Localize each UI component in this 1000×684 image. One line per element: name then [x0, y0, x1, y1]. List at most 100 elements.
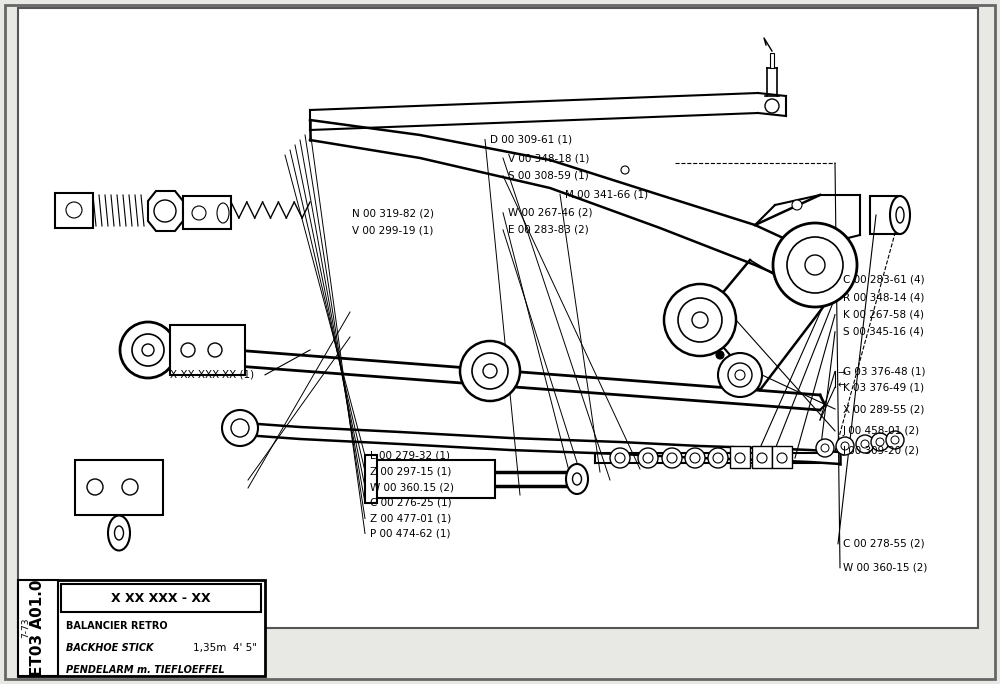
- Text: Z 00 297-15 (1): Z 00 297-15 (1): [370, 466, 451, 476]
- Bar: [18, 580, 265, 676]
- Bar: [183, 196, 231, 229]
- Circle shape: [777, 453, 787, 463]
- Circle shape: [757, 453, 767, 463]
- Text: M 00 341-66 (1): M 00 341-66 (1): [565, 189, 648, 199]
- Circle shape: [667, 453, 677, 463]
- Circle shape: [886, 431, 904, 449]
- Circle shape: [891, 436, 899, 444]
- Circle shape: [792, 200, 802, 210]
- Circle shape: [805, 255, 825, 275]
- Bar: [75, 460, 163, 515]
- Circle shape: [821, 444, 829, 452]
- Text: BALANCIER RETRO: BALANCIER RETRO: [66, 621, 168, 631]
- Text: ←: ←: [838, 380, 846, 390]
- Text: J 00 309-20 (2): J 00 309-20 (2): [843, 447, 920, 456]
- Text: X XX XXX-XX (1): X XX XXX-XX (1): [170, 370, 254, 380]
- Circle shape: [765, 99, 779, 113]
- Text: V 00 299-19 (1): V 00 299-19 (1): [352, 226, 433, 235]
- Bar: [730, 446, 750, 468]
- Circle shape: [735, 370, 745, 380]
- Text: C 00 278-55 (2): C 00 278-55 (2): [843, 539, 925, 549]
- Circle shape: [678, 298, 722, 342]
- Circle shape: [87, 479, 103, 495]
- Text: W 00 267-46 (2): W 00 267-46 (2): [508, 208, 592, 218]
- Text: D 00 309-61 (1): D 00 309-61 (1): [490, 135, 572, 144]
- Circle shape: [192, 206, 206, 220]
- Text: S 00 308-59 (1): S 00 308-59 (1): [508, 171, 589, 181]
- Circle shape: [181, 343, 195, 357]
- Polygon shape: [148, 191, 183, 231]
- Circle shape: [231, 419, 249, 437]
- Bar: [55, 193, 93, 228]
- Circle shape: [615, 453, 625, 463]
- Bar: [870, 196, 900, 234]
- Bar: [752, 446, 772, 468]
- Circle shape: [716, 351, 724, 359]
- Ellipse shape: [217, 203, 229, 223]
- Ellipse shape: [572, 473, 582, 485]
- Bar: [61, 584, 261, 612]
- Circle shape: [718, 353, 762, 397]
- Text: ET03 A01.0: ET03 A01.0: [30, 580, 46, 676]
- Circle shape: [773, 223, 857, 307]
- Bar: [772, 446, 792, 468]
- Text: Z 00 477-01 (1): Z 00 477-01 (1): [370, 514, 451, 523]
- Circle shape: [685, 448, 705, 468]
- Bar: [18, 580, 58, 676]
- Text: X XX XXX - XX: X XX XXX - XX: [111, 592, 211, 605]
- Circle shape: [690, 453, 700, 463]
- Circle shape: [692, 312, 708, 328]
- Text: S 00 345-16 (4): S 00 345-16 (4): [843, 327, 924, 337]
- Circle shape: [841, 442, 849, 450]
- Circle shape: [208, 343, 222, 357]
- Circle shape: [610, 448, 630, 468]
- Ellipse shape: [566, 464, 588, 494]
- Circle shape: [66, 202, 82, 218]
- Text: 1,35m  4' 5": 1,35m 4' 5": [193, 643, 257, 653]
- Circle shape: [638, 448, 658, 468]
- Text: W 00 360-15 (2): W 00 360-15 (2): [843, 563, 927, 573]
- Circle shape: [713, 453, 723, 463]
- Circle shape: [142, 344, 154, 356]
- Ellipse shape: [108, 516, 130, 551]
- Circle shape: [664, 284, 736, 356]
- Bar: [170, 325, 245, 375]
- Circle shape: [472, 353, 508, 389]
- Circle shape: [861, 440, 869, 448]
- Text: C 00 283-61 (4): C 00 283-61 (4): [843, 274, 925, 284]
- Text: →: →: [838, 369, 846, 378]
- Text: R 00 348-14 (4): R 00 348-14 (4): [843, 293, 924, 302]
- Ellipse shape: [890, 196, 910, 234]
- Text: J 00 458-01 (2): J 00 458-01 (2): [843, 426, 920, 436]
- Text: 7-73: 7-73: [22, 618, 30, 638]
- Circle shape: [460, 341, 520, 401]
- Bar: [770, 53, 774, 68]
- Text: BACKHOE STICK: BACKHOE STICK: [66, 643, 154, 653]
- Circle shape: [871, 433, 889, 451]
- Circle shape: [876, 438, 884, 446]
- Circle shape: [728, 363, 752, 387]
- Circle shape: [120, 322, 176, 378]
- Circle shape: [708, 448, 728, 468]
- Circle shape: [222, 410, 258, 446]
- Text: C 00 276-25 (1): C 00 276-25 (1): [370, 498, 452, 508]
- Text: X 00 289-55 (2): X 00 289-55 (2): [843, 404, 924, 414]
- Circle shape: [735, 453, 745, 463]
- Ellipse shape: [896, 207, 904, 223]
- Circle shape: [787, 237, 843, 293]
- Circle shape: [132, 334, 164, 366]
- Text: K 00 267-58 (4): K 00 267-58 (4): [843, 310, 924, 319]
- Text: E 00 283-83 (2): E 00 283-83 (2): [508, 225, 589, 235]
- Bar: [365, 455, 377, 503]
- Text: L 00 279-32 (1): L 00 279-32 (1): [370, 451, 450, 460]
- Text: N 00 319-82 (2): N 00 319-82 (2): [352, 209, 434, 218]
- Text: PENDELARM m. TIEFLOEFFEL: PENDELARM m. TIEFLOEFFEL: [66, 665, 225, 675]
- Circle shape: [662, 448, 682, 468]
- Text: P 00 474-62 (1): P 00 474-62 (1): [370, 529, 450, 538]
- Circle shape: [643, 453, 653, 463]
- Circle shape: [154, 200, 176, 222]
- Circle shape: [621, 166, 629, 174]
- Text: G 03 376-48 (1): G 03 376-48 (1): [843, 367, 926, 376]
- Circle shape: [816, 439, 834, 457]
- Bar: [375, 460, 495, 498]
